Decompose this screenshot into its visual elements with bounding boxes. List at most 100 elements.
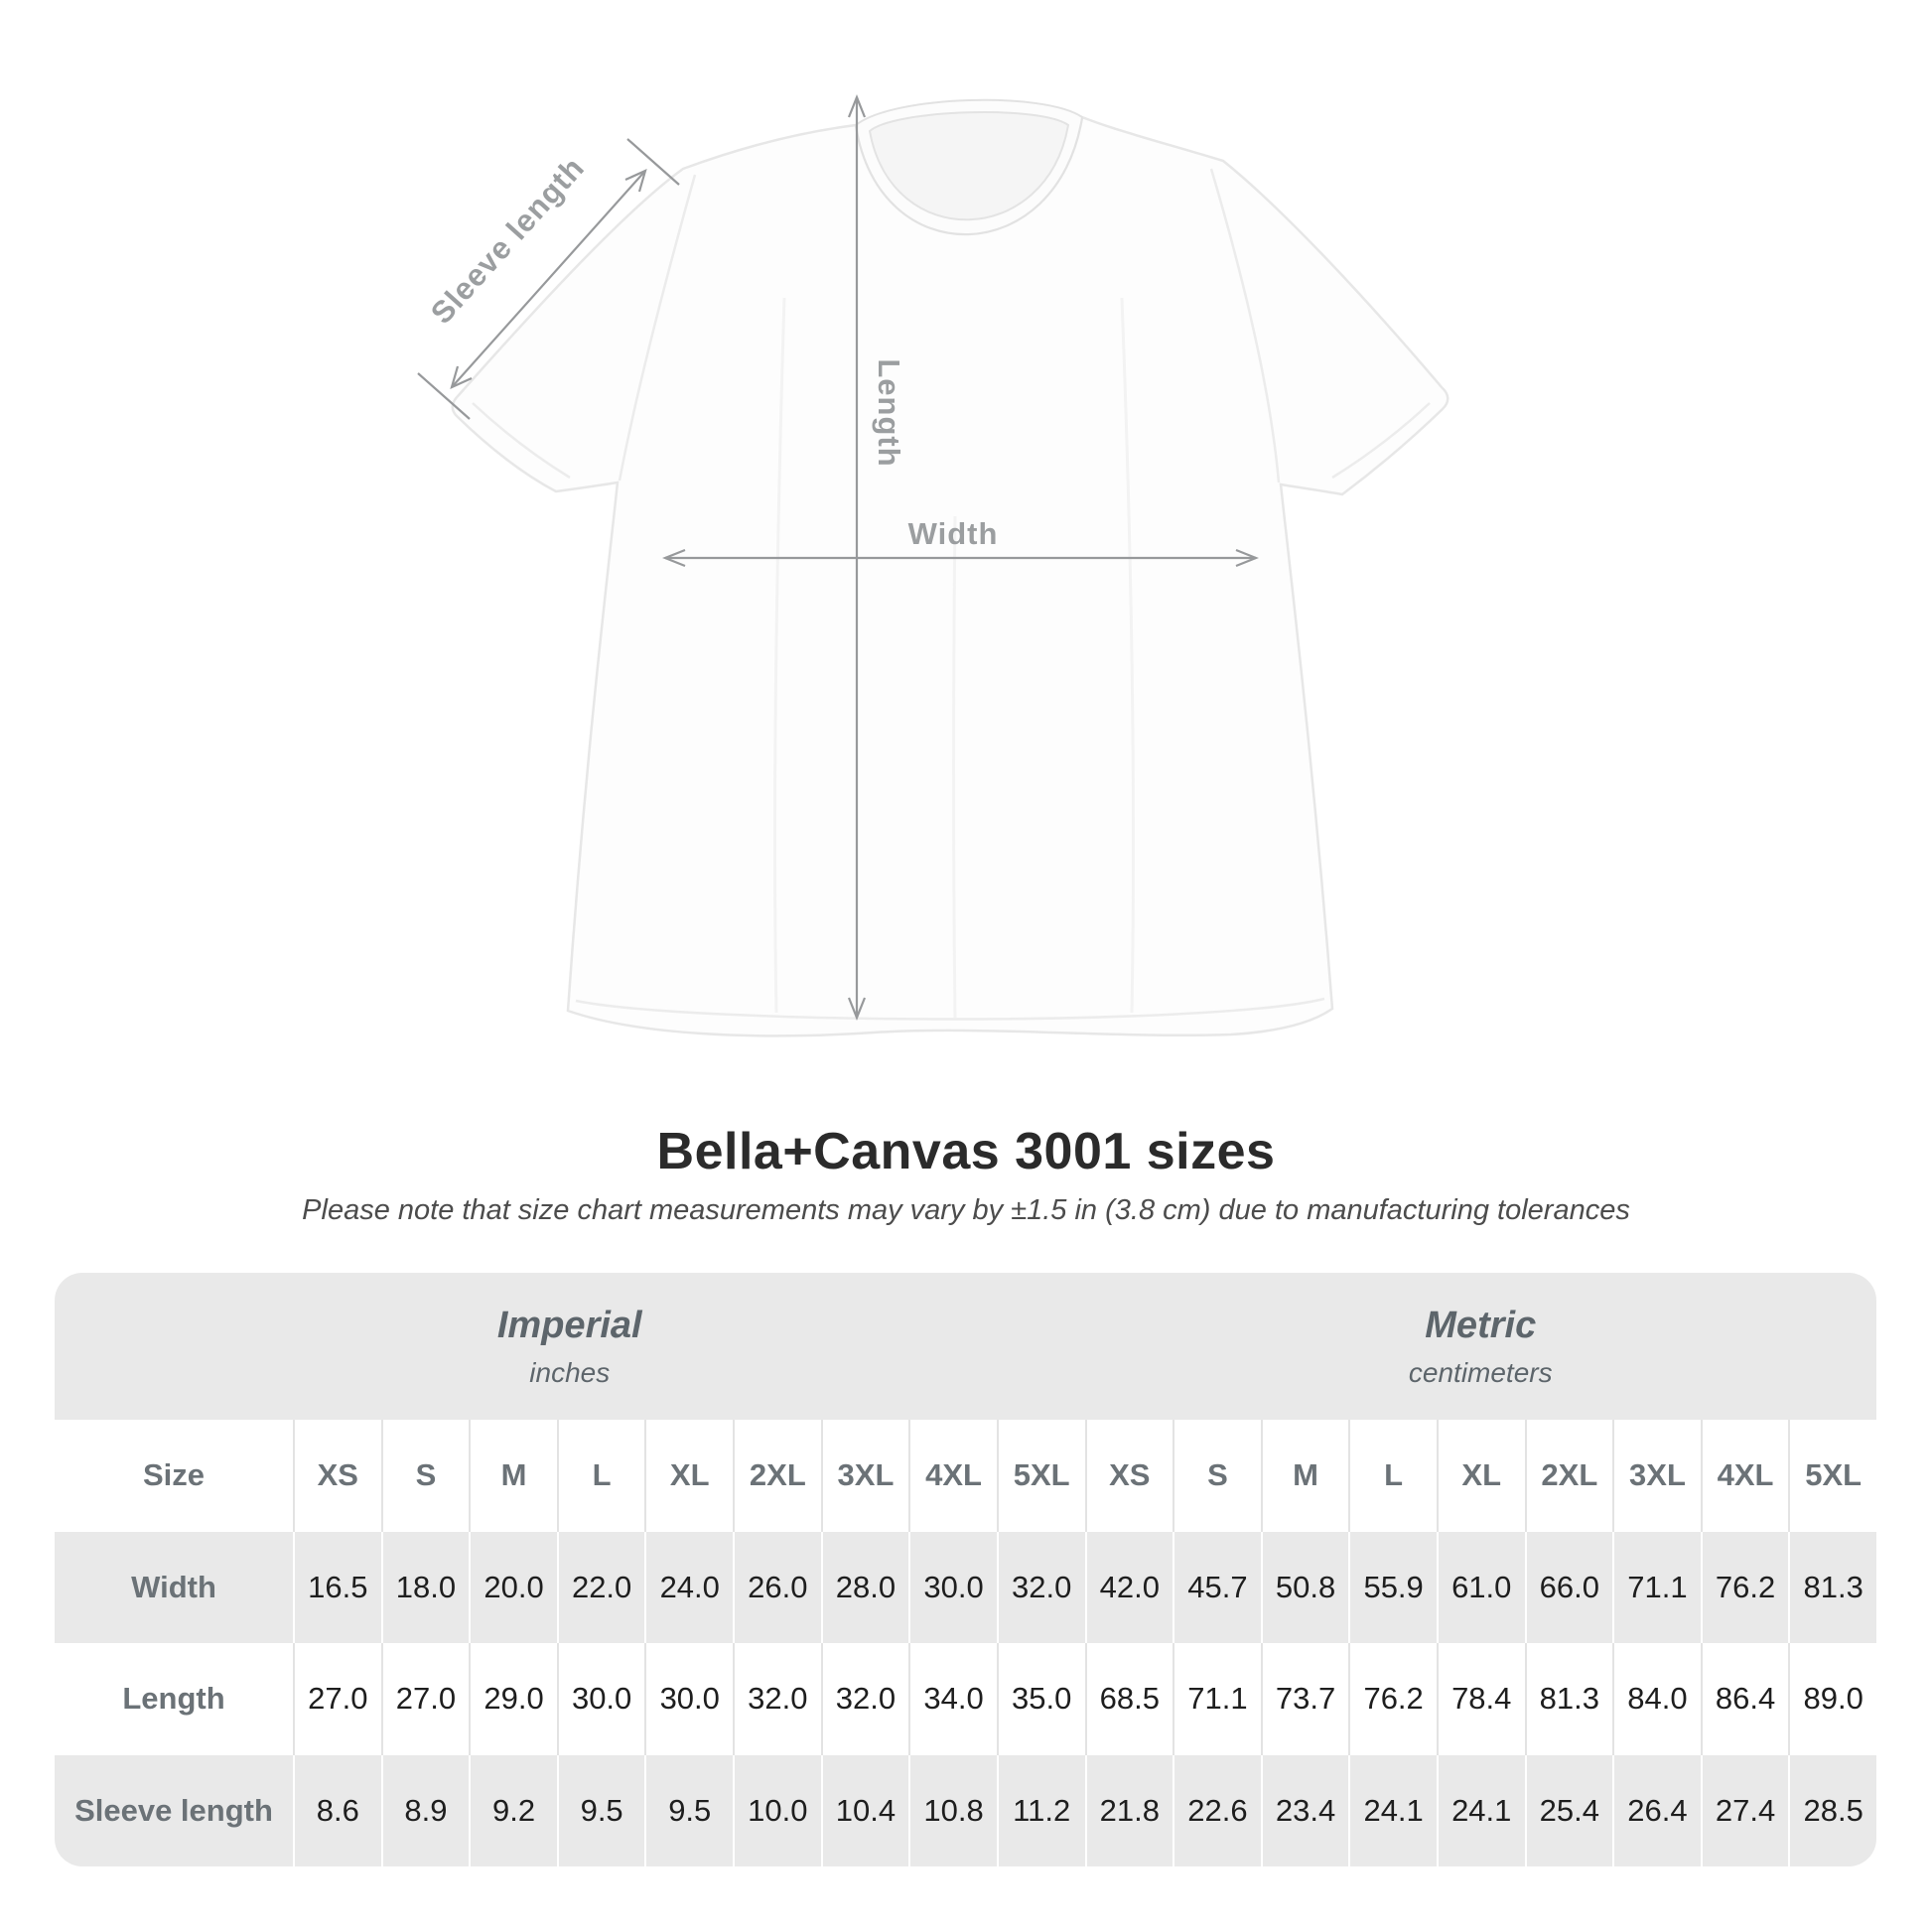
value-cell: 61.0 (1436, 1531, 1525, 1643)
value-cell: 55.9 (1348, 1531, 1437, 1643)
size-cell-imperial: L (556, 1420, 645, 1532)
value-cell: 28.0 (820, 1531, 909, 1643)
value-cell: 11.2 (996, 1754, 1085, 1866)
table-row-length: Length 27.0 27.0 29.0 30.0 30.0 32.0 32.… (55, 1643, 1876, 1755)
tshirt-illustration (451, 98, 1449, 1037)
size-cell-imperial: 3XL (820, 1420, 909, 1532)
value-cell: 84.0 (1612, 1643, 1701, 1755)
value-cell: 71.1 (1612, 1531, 1701, 1643)
table-row-width: Width 16.5 18.0 20.0 22.0 24.0 26.0 28.0… (55, 1531, 1876, 1643)
size-cell-metric: S (1173, 1420, 1261, 1532)
metric-title: Metric (1425, 1304, 1537, 1346)
value-cell: 18.0 (380, 1531, 470, 1643)
value-cell: 42.0 (1084, 1531, 1173, 1643)
value-cell: 20.0 (469, 1531, 557, 1643)
value-cell: 32.0 (820, 1643, 909, 1755)
size-cell-metric: XL (1436, 1420, 1525, 1532)
size-cell-metric: 3XL (1612, 1420, 1701, 1532)
size-cell-imperial: 5XL (996, 1420, 1085, 1532)
value-cell: 8.9 (380, 1754, 470, 1866)
sleeve-length-arrow (417, 138, 680, 420)
value-cell: 68.5 (1084, 1643, 1173, 1755)
value-cell: 28.5 (1788, 1754, 1876, 1866)
value-cell: 45.7 (1173, 1531, 1261, 1643)
value-cell: 10.0 (733, 1754, 821, 1866)
value-cell: 23.4 (1260, 1754, 1349, 1866)
tshirt-size-diagram: Sleeve length Length Width (417, 94, 1449, 1037)
value-cell: 30.0 (556, 1643, 645, 1755)
value-cell: 8.6 (293, 1754, 381, 1866)
value-cell: 76.2 (1348, 1643, 1437, 1755)
row-label: Width (131, 1569, 216, 1604)
tshirt-collar-opening (868, 111, 1070, 221)
size-cell-imperial: XS (293, 1420, 381, 1532)
value-cell: 50.8 (1260, 1531, 1349, 1643)
imperial-header: Imperial inches (55, 1273, 1085, 1420)
value-cell: 27.0 (293, 1643, 381, 1755)
value-cell: 9.5 (556, 1754, 645, 1866)
size-cell-metric: 5XL (1788, 1420, 1876, 1532)
value-cell: 32.0 (996, 1531, 1085, 1643)
imperial-unit: inches (529, 1356, 611, 1388)
value-cell: 10.4 (820, 1754, 909, 1866)
size-cell-imperial: 4XL (908, 1420, 997, 1532)
value-cell: 29.0 (469, 1643, 557, 1755)
value-cell: 86.4 (1700, 1643, 1789, 1755)
value-cell: 24.0 (644, 1531, 733, 1643)
size-cell-imperial: S (380, 1420, 470, 1532)
size-cell-imperial: XL (644, 1420, 733, 1532)
metric-unit: centimeters (1408, 1356, 1553, 1388)
value-cell: 24.1 (1348, 1754, 1437, 1866)
value-cell: 73.7 (1260, 1643, 1349, 1755)
value-cell: 81.3 (1524, 1643, 1613, 1755)
value-cell: 21.8 (1084, 1754, 1173, 1866)
value-cell: 76.2 (1700, 1531, 1789, 1643)
value-cell: 22.6 (1173, 1754, 1261, 1866)
value-cell: 24.1 (1436, 1754, 1525, 1866)
page-subtitle: Please note that size chart measurements… (302, 1194, 1630, 1226)
size-cell-imperial: 2XL (733, 1420, 821, 1532)
value-cell: 16.5 (293, 1531, 381, 1643)
metric-header: Metric centimeters (1085, 1273, 1877, 1420)
size-column-header: Size (142, 1457, 206, 1493)
size-cell-metric: L (1348, 1420, 1437, 1532)
size-chart-table: Imperial inches Metric centimeters Size … (55, 1273, 1876, 1866)
value-cell: 30.0 (644, 1643, 733, 1755)
value-cell: 30.0 (908, 1531, 997, 1643)
table-row-sleeve-length: Sleeve length 8.6 8.9 9.2 9.5 9.5 10.0 1… (55, 1754, 1876, 1866)
page-title: Bella+Canvas 3001 sizes (656, 1123, 1276, 1180)
tshirt-body (451, 115, 1449, 1037)
width-label: Width (908, 516, 999, 551)
value-cell: 66.0 (1524, 1531, 1613, 1643)
size-cell-metric: XS (1084, 1420, 1173, 1532)
value-cell: 34.0 (908, 1643, 997, 1755)
row-label: Sleeve length (74, 1792, 273, 1828)
value-cell: 71.1 (1173, 1643, 1261, 1755)
size-cell-metric: 4XL (1700, 1420, 1789, 1532)
size-header-row: Size XS S M L XL 2XL 3XL 4XL 5XL XS S M … (55, 1420, 1876, 1532)
size-cell-metric: M (1260, 1420, 1349, 1532)
value-cell: 81.3 (1788, 1531, 1876, 1643)
value-cell: 22.0 (556, 1531, 645, 1643)
value-cell: 10.8 (908, 1754, 997, 1866)
tshirt-seams (472, 168, 1431, 1021)
value-cell: 9.5 (644, 1754, 733, 1866)
value-cell: 89.0 (1788, 1643, 1876, 1755)
length-label: Length (872, 358, 906, 467)
value-cell: 26.0 (733, 1531, 821, 1643)
value-cell: 27.0 (380, 1643, 470, 1755)
imperial-title: Imperial (496, 1304, 642, 1346)
value-cell: 78.4 (1436, 1643, 1525, 1755)
value-cell: 32.0 (733, 1643, 821, 1755)
unit-header-band: Imperial inches Metric centimeters (55, 1273, 1876, 1420)
tshirt-fold-lines (772, 297, 1136, 1019)
value-cell: 35.0 (996, 1643, 1085, 1755)
value-cell: 27.4 (1700, 1754, 1789, 1866)
measurement-annotations (417, 94, 1259, 1021)
value-cell: 25.4 (1524, 1754, 1613, 1866)
value-cell: 9.2 (469, 1754, 557, 1866)
row-label: Length (122, 1681, 225, 1717)
size-cell-metric: 2XL (1524, 1420, 1613, 1532)
value-cell: 26.4 (1612, 1754, 1701, 1866)
width-arrow (662, 548, 1259, 568)
